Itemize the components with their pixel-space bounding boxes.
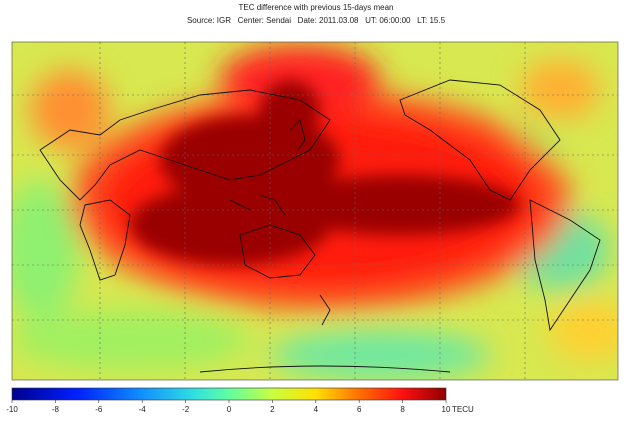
colorbar-tick-label: 8 [400, 405, 405, 414]
title: TEC difference with previous 15-days mea… [238, 3, 393, 12]
colorbar-tick-label: -8 [52, 405, 60, 414]
colorbar-tick-label: -4 [139, 405, 147, 414]
tec-map [12, 42, 618, 380]
colorbar-tick-label: 4 [314, 405, 319, 414]
colorbar-tick-label: 10 [442, 405, 451, 414]
colorbar-tick-label: 2 [270, 405, 275, 414]
subtitle: Source: IGR Center: Sendai Date: 2011.03… [187, 16, 446, 25]
colorbar: TECU -10 -8 -6 -4 -2 0 2 4 6 8 10 [6, 387, 474, 414]
colorbar-tick-label: -10 [6, 405, 18, 414]
colorbar-tick-label: -6 [95, 405, 103, 414]
colorbar-unit: TECU [452, 405, 474, 414]
map-frame [11, 41, 619, 381]
colorbar-tick-label: 0 [227, 405, 232, 414]
colorbar-tick-label: -2 [182, 405, 190, 414]
colorbar-gradient [11, 387, 447, 401]
colorbar-tick-label: 6 [357, 405, 362, 414]
